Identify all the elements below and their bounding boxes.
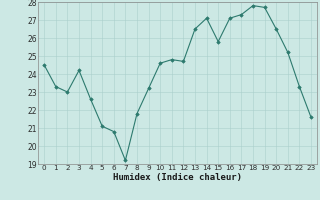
X-axis label: Humidex (Indice chaleur): Humidex (Indice chaleur) xyxy=(113,173,242,182)
